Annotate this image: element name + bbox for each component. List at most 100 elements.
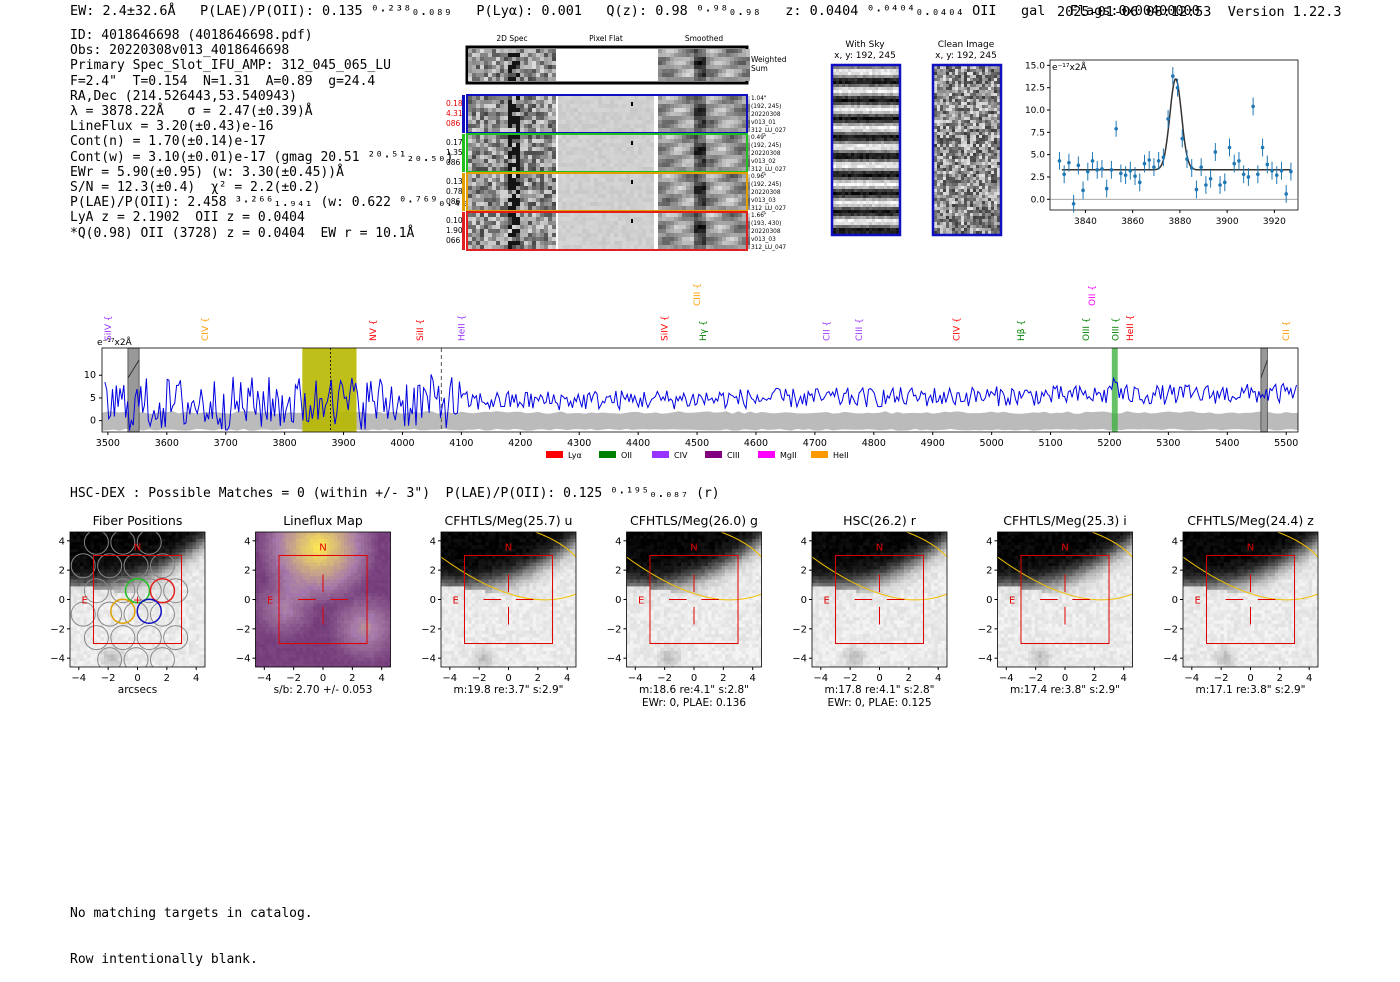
imaging-caption: m:17.8 re:4.1" s:2.8" bbox=[825, 684, 935, 696]
spectrum-x-tick-label: 3800 bbox=[273, 438, 297, 449]
emission-line-label: CIV { bbox=[201, 317, 211, 341]
legend-label: MgII bbox=[780, 451, 797, 460]
spectrum-x-tick-label: 4500 bbox=[685, 438, 709, 449]
fit-data-point bbox=[1067, 154, 1071, 172]
info-line: Primary Spec_Slot_IFU_AMP: 312_045_065_L… bbox=[70, 58, 485, 73]
fit-data-point bbox=[1077, 156, 1081, 174]
spectrum-legend-item: Lyα bbox=[546, 451, 582, 460]
fit-y-tick-label: 2.5 bbox=[1031, 173, 1045, 183]
info-line: LineFlux = 3.20(±0.43)e-16 bbox=[70, 119, 485, 134]
fit-data-point bbox=[1199, 158, 1203, 176]
spectrum-x-tick-label: 4100 bbox=[449, 438, 473, 449]
cutout-row-meta: 20220308 bbox=[751, 112, 781, 118]
spectrum-legend-item: CIII bbox=[705, 451, 740, 460]
fit-x-tick-label: 3880 bbox=[1168, 217, 1191, 227]
spectrum-x-tick-label: 3900 bbox=[331, 438, 355, 449]
legend-label: CIII bbox=[727, 451, 740, 460]
fit-data-point bbox=[1251, 98, 1255, 116]
imaging-panel-title: CFHTLS/Meg(25.7) u bbox=[445, 513, 573, 528]
fit-data-point bbox=[1289, 163, 1293, 181]
imaging-caption: m:18.6 re:4.1" s:2.8" bbox=[639, 684, 749, 696]
imaging-y-tick-label: 4 bbox=[59, 536, 65, 547]
imaging-y-tick-label: 2 bbox=[1172, 566, 1178, 577]
spectrum-x-tick-label: 3600 bbox=[155, 438, 179, 449]
cutout-row-meta: 20220308 bbox=[751, 151, 781, 157]
east-label: E bbox=[453, 596, 459, 607]
imaging-y-tick-label: −4 bbox=[607, 654, 622, 665]
imaging-x-tick-label: 2 bbox=[720, 673, 726, 684]
sky-panel-title: With Sky bbox=[845, 40, 885, 50]
imaging-panel-title: Fiber Positions bbox=[93, 513, 183, 528]
fit-data-point bbox=[1114, 121, 1118, 137]
fit-y-tick-label: 15.0 bbox=[1025, 61, 1045, 71]
emission-line-label: CII { bbox=[1282, 321, 1292, 341]
cutout-row-meta: 312_LU_027 bbox=[751, 167, 786, 173]
detection-info: ID: 4018646698 (4018646698.pdf)Obs: 2022… bbox=[70, 28, 485, 241]
imaging-x-tick-label: −4 bbox=[1184, 673, 1199, 684]
imaging-x-tick-label: −4 bbox=[442, 673, 457, 684]
cutout-row-meta: v013_01 bbox=[751, 120, 776, 126]
imaging-x-tick-label: 2 bbox=[1277, 673, 1283, 684]
fit-data-point bbox=[1152, 158, 1156, 176]
imaging-y-tick-label: −4 bbox=[1163, 654, 1178, 665]
fit-x-tick-label: 3920 bbox=[1263, 217, 1286, 227]
cutout-row-stat: 4.31 bbox=[446, 109, 463, 118]
spectrum-x-tick-label: 4800 bbox=[862, 438, 886, 449]
imaging-y-tick-label: 4 bbox=[244, 536, 250, 547]
imaging-panel-title: CFHTLS/Meg(26.0) g bbox=[630, 513, 758, 528]
cutout-row-meta: 1.04" bbox=[751, 96, 767, 102]
spectrum-legend-item: HeII bbox=[811, 451, 849, 460]
spectrum-x-tick-label: 3500 bbox=[96, 438, 120, 449]
fit-y-tick-label: 5.0 bbox=[1031, 151, 1046, 161]
sky-panel-subtitle: x, y: 192, 245 bbox=[834, 51, 896, 61]
spectrum-x-tick-label: 4400 bbox=[626, 438, 650, 449]
spectrum-x-tick-label: 5500 bbox=[1274, 438, 1298, 449]
spectrum-x-tick-label: 5000 bbox=[980, 438, 1004, 449]
imaging-panel-title: HSC(26.2) r bbox=[843, 513, 917, 528]
imaging-panel-title: CFHTLS/Meg(24.4) z bbox=[1187, 513, 1314, 528]
cutout-column-header: Pixel Flat bbox=[589, 34, 623, 43]
imaging-x-tick-label: −2 bbox=[657, 673, 672, 684]
cutout-row-meta: 312_LU_027 bbox=[751, 128, 786, 134]
imaging-panel-title: CFHTLS/Meg(25.3) i bbox=[1003, 513, 1127, 528]
spectrum-x-tick-label: 4200 bbox=[508, 438, 532, 449]
fit-data-point bbox=[1223, 173, 1227, 191]
spectrum-legend-item: CIV bbox=[652, 451, 688, 460]
imaging-x-tick-label: −2 bbox=[843, 673, 858, 684]
imaging-y-tick-label: −4 bbox=[236, 654, 251, 665]
info-line: P(LAE)/P(OII): 2.458 ³·²⁶⁶₁.₉₄₁ (w: 0.62… bbox=[70, 195, 485, 210]
imaging-x-tick-label: 0 bbox=[320, 673, 326, 684]
cutout-row-meta: (193, 430) bbox=[751, 221, 781, 227]
imaging-x-tick-label: −2 bbox=[1214, 673, 1229, 684]
fit-data-point bbox=[1228, 139, 1232, 157]
fit-y-tick-label: 7.5 bbox=[1031, 128, 1045, 138]
east-label: E bbox=[267, 596, 273, 607]
north-label: N bbox=[319, 543, 326, 554]
emission-line-label: SiIV { bbox=[661, 315, 671, 341]
cutout-row-stat: 0.18 bbox=[446, 99, 463, 108]
center-marker: + bbox=[133, 594, 142, 607]
cutout-row-meta: 312_LU_027 bbox=[751, 206, 786, 212]
timestamp: 2025-01-06 08:12:53 bbox=[1057, 4, 1211, 20]
fit-data-point bbox=[1105, 180, 1109, 198]
imaging-x-tick-label: −2 bbox=[101, 673, 116, 684]
footer-line-1: No matching targets in catalog. bbox=[70, 906, 313, 921]
sky-panel-subtitle: x, y: 192, 245 bbox=[935, 51, 997, 61]
cutout-row-stat: 086 bbox=[446, 158, 461, 167]
catalog-footer: No matching targets in catalog. Row inte… bbox=[70, 876, 313, 982]
fit-data-point bbox=[1190, 159, 1194, 177]
spectrum-y-tick-label: 10 bbox=[84, 370, 96, 381]
imaging-y-tick-label: 2 bbox=[430, 566, 436, 577]
imaging-y-tick-label: −4 bbox=[50, 654, 65, 665]
cutout-row-meta: 0.96" bbox=[751, 174, 767, 180]
imaging-x-tick-label: −4 bbox=[813, 673, 828, 684]
imaging-y-tick-label: 0 bbox=[1172, 595, 1178, 606]
imaging-panel: CFHTLS/Meg(26.0) gNE−4−4−2−2002244m:18.6… bbox=[607, 513, 763, 709]
fit-data-point bbox=[1110, 161, 1114, 179]
imaging-x-tick-label: 0 bbox=[876, 673, 882, 684]
